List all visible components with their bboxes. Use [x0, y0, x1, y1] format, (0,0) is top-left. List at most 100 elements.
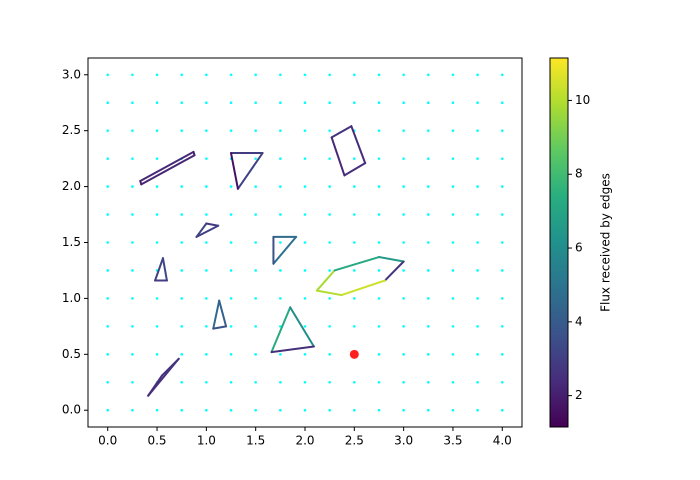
polygon-edge: [315, 289, 343, 297]
grid-point: [229, 213, 233, 216]
grid-point: [205, 380, 208, 384]
grid-point: [500, 185, 504, 188]
grid-point: [377, 157, 381, 160]
grid-point: [180, 241, 184, 244]
grid-point: [402, 325, 405, 328]
colorbar-label: Flux received by edges: [599, 173, 613, 312]
grid-point: [353, 73, 356, 77]
grid-point: [451, 241, 455, 244]
grid-point: [377, 213, 381, 216]
grid-point: [426, 297, 430, 300]
grid-point: [106, 213, 110, 216]
grid-point: [131, 185, 134, 188]
grid-point: [106, 380, 110, 384]
grid-point: [279, 73, 282, 77]
x-tick-label: 1.5: [246, 434, 265, 448]
polygon-edge: [350, 125, 367, 165]
grid-point: [106, 269, 110, 272]
grid-point: [303, 380, 307, 384]
grid-point: [254, 101, 257, 105]
x-tick-label: 4.0: [493, 434, 512, 448]
grid-point: [279, 157, 282, 160]
grid-point: [451, 101, 455, 105]
grid-point: [254, 380, 257, 384]
grid-point: [131, 269, 134, 272]
polygon-edge: [343, 162, 367, 177]
grid-point: [279, 129, 282, 132]
grid-point: [303, 241, 307, 244]
grid-point: [353, 408, 356, 412]
grid-point: [353, 101, 356, 105]
grid-point: [402, 101, 405, 105]
grid-point: [303, 269, 307, 272]
grid-point: [254, 408, 257, 412]
colorbar-tick-label: 10: [575, 93, 590, 107]
grid-point: [402, 185, 405, 188]
polygon-edge: [160, 357, 180, 377]
grid-point: [180, 213, 184, 216]
grid-point: [229, 325, 233, 328]
grid-point: [426, 101, 430, 105]
y-tick-label: 2.0: [62, 179, 81, 193]
grid-point: [451, 185, 455, 188]
grid-point: [106, 325, 110, 328]
grid-point: [451, 380, 455, 384]
colorbar-tick-label: 6: [575, 241, 583, 255]
colorbar-tick-label: 4: [575, 314, 583, 328]
grid-point: [402, 73, 405, 77]
grid-point: [377, 408, 381, 412]
grid-point: [106, 73, 110, 77]
grid-point: [279, 269, 282, 272]
grid-point: [353, 325, 356, 328]
grid-point: [205, 353, 208, 356]
polygon-edge: [218, 299, 228, 328]
grid-point: [106, 185, 110, 188]
grid-point: [476, 408, 479, 412]
grid-point: [131, 353, 134, 356]
grid-point: [500, 157, 504, 160]
grid-point: [426, 269, 430, 272]
grid-point: [180, 380, 184, 384]
grid-point: [155, 185, 159, 188]
grid-point: [451, 353, 455, 356]
colorbar-tick-label: 8: [575, 167, 583, 181]
grid-point: [106, 297, 110, 300]
grid-point: [303, 157, 307, 160]
x-tick-label: 2.5: [345, 434, 364, 448]
grid-point: [328, 325, 331, 328]
grid-point: [229, 185, 233, 188]
grid-point: [279, 353, 282, 356]
grid-point: [205, 157, 208, 160]
grid-point: [106, 157, 110, 160]
grid-point: [476, 157, 479, 160]
grid-point: [205, 408, 208, 412]
grid-point: [254, 297, 257, 300]
grid-point: [500, 241, 504, 244]
polygon-edge: [147, 374, 163, 397]
grid-point: [451, 408, 455, 412]
grid-point: [426, 129, 430, 132]
polygon-edge: [236, 152, 264, 190]
grid-point: [303, 353, 307, 356]
grid-point: [279, 241, 282, 244]
y-tick-label: 3.0: [62, 67, 81, 81]
grid-point: [426, 213, 430, 216]
polygon-edge: [205, 222, 220, 227]
grid-point: [180, 353, 184, 356]
grid-point: [377, 185, 381, 188]
grid-point: [377, 380, 381, 384]
grid-point: [402, 297, 405, 300]
grid-point: [476, 380, 479, 384]
grid-point: [205, 241, 208, 244]
grid-point: [377, 297, 381, 300]
polygon-edge: [330, 136, 346, 177]
grid-point: [180, 129, 184, 132]
grid-point: [254, 157, 257, 160]
grid-point: [155, 297, 159, 300]
grid-point: [180, 73, 184, 77]
grid-point: [353, 269, 356, 272]
grid-point: [377, 129, 381, 132]
grid-point: [476, 269, 479, 272]
grid-point: [254, 325, 257, 328]
grid-point: [229, 353, 233, 356]
